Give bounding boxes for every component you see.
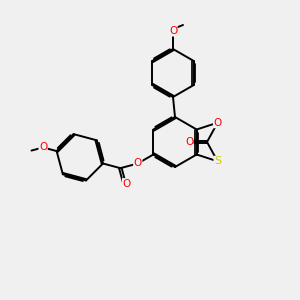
- Text: O: O: [169, 26, 177, 36]
- Text: O: O: [213, 118, 222, 128]
- Text: O: O: [122, 178, 130, 189]
- Text: O: O: [185, 137, 193, 147]
- Text: O: O: [39, 142, 47, 152]
- Text: O: O: [134, 158, 142, 169]
- Text: S: S: [214, 156, 221, 166]
